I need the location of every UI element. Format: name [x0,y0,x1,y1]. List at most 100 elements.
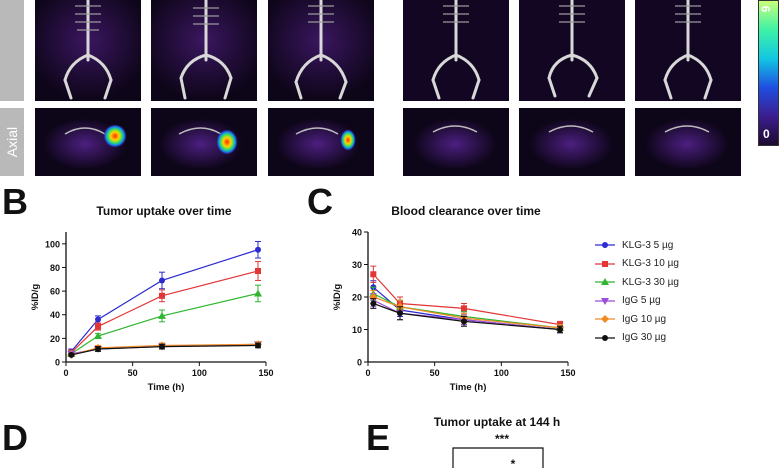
coronal-scan-image [519,0,625,101]
data-point [601,278,609,286]
series-line [71,344,259,356]
data-point [602,260,608,267]
data-point [158,311,166,319]
axial-row-label: Axial [4,126,20,158]
legend-label: KLG-3 5 µg [622,239,674,251]
data-point [370,300,377,307]
y-tick-label: 0 [357,358,362,368]
significance-label: *** [495,432,509,446]
series-line [373,293,561,329]
axial-scan-image [151,108,257,176]
x-tick-label: 50 [128,368,138,378]
legend-label: IgG 30 µg [622,332,667,344]
x-tick-label: 150 [560,368,575,378]
data-point [95,316,101,323]
significance-brackets: *** * [452,432,544,470]
axial-scan-image [403,108,509,176]
legend-label: IgG 10 µg [622,313,667,325]
legend-label: IgG 5 µg [622,295,661,307]
data-series [68,261,261,356]
legend-swatch [595,260,615,267]
legend-label: KLG-3 10 µg [622,258,679,270]
x-tick-label: 0 [365,368,370,378]
data-point [68,351,75,358]
series-line [71,292,259,355]
x-axis-label: Time (h) [148,382,185,393]
legend-swatch [595,242,615,249]
y-tick-label: 10 [352,325,362,335]
data-point [370,271,377,278]
coronal-scan-image [403,0,509,101]
significance-label: * [511,457,516,470]
tumor-uptake-chart: 0 20 40 60 80 100 0 50 100 150 Time (h) %ID/g [30,232,274,393]
data-point [461,305,467,312]
y-axis-label: %ID/g [30,284,41,311]
series-line [373,302,561,331]
panel-letter-b: B [2,181,28,222]
data-point [95,346,101,352]
x-tick-label: 100 [494,368,509,378]
data-point [159,292,165,299]
panel-letter-c: C [307,181,333,222]
data-point [397,310,403,317]
data-point [94,332,102,339]
y-tick-label: 20 [352,293,362,303]
chart-e-title: Tumor uptake at 144 h [433,415,561,429]
axial-scan-image [35,108,141,176]
y-tick-label: 40 [352,228,362,238]
series-line [70,249,259,352]
y-tick-label: 80 [50,263,60,273]
axial-scan-image [519,108,625,176]
x-tick-label: 150 [258,368,273,378]
colorbar-min-label: 0 [763,127,770,141]
panel-letter-d: D [2,417,28,458]
data-series [68,342,261,358]
axial-scan-image [268,108,374,176]
chart-c-title: Blood clearance over time [391,204,541,218]
data-series [370,298,563,334]
y-tick-label: 100 [45,239,60,249]
data-point [255,268,261,274]
y-tick-label: 30 [352,260,362,270]
series-line [70,270,259,353]
legend-label: KLG-3 30 µg [622,276,679,288]
data-point [461,318,467,325]
y-tick-label: 20 [50,334,60,344]
x-tick-label: 100 [192,368,207,378]
legend-swatch [595,334,615,341]
data-point [601,297,609,305]
coronal-scan-image [35,0,141,101]
data-point [255,246,261,253]
series-legend: KLG-3 5 µg KLG-3 10 µg KLG-3 30 µg IgG 5 µg… [594,236,774,347]
data-point [602,334,608,341]
blood-clearance-chart: 0 10 20 30 40 0 50 100 150 Time (h) %ID/g [332,228,576,394]
data-point [159,343,165,350]
data-point [255,342,261,349]
axial-scan-image [635,108,741,176]
x-tick-label: 50 [430,368,440,378]
legend-item: KLG-3 30 µg [594,273,774,292]
data-point [602,242,608,249]
data-point [254,289,262,297]
y-tick-label: 40 [50,310,60,320]
chart-b-title: Tumor uptake over time [96,204,232,218]
y-tick-label: 0 [55,358,60,368]
data-point [95,323,101,330]
coronal-scan-image [151,0,257,101]
y-axis-label: %ID/g [332,284,343,311]
series-line [373,299,561,331]
intensity-colorbar [758,0,779,146]
series-line [373,296,561,329]
data-point [557,326,563,333]
coronal-scan-image [635,0,741,101]
legend-item: KLG-3 10 µg [594,255,774,274]
data-point [159,277,165,284]
coronal-scan-image [268,0,374,101]
x-axis-label: Time (h) [450,382,487,393]
series-line [372,273,561,326]
legend-swatch [595,297,615,305]
data-point [601,315,609,324]
panel-letter-e: E [366,417,391,458]
coronal-row-label-bar [0,0,24,101]
legend-item: KLG-3 5 µg [594,236,774,255]
